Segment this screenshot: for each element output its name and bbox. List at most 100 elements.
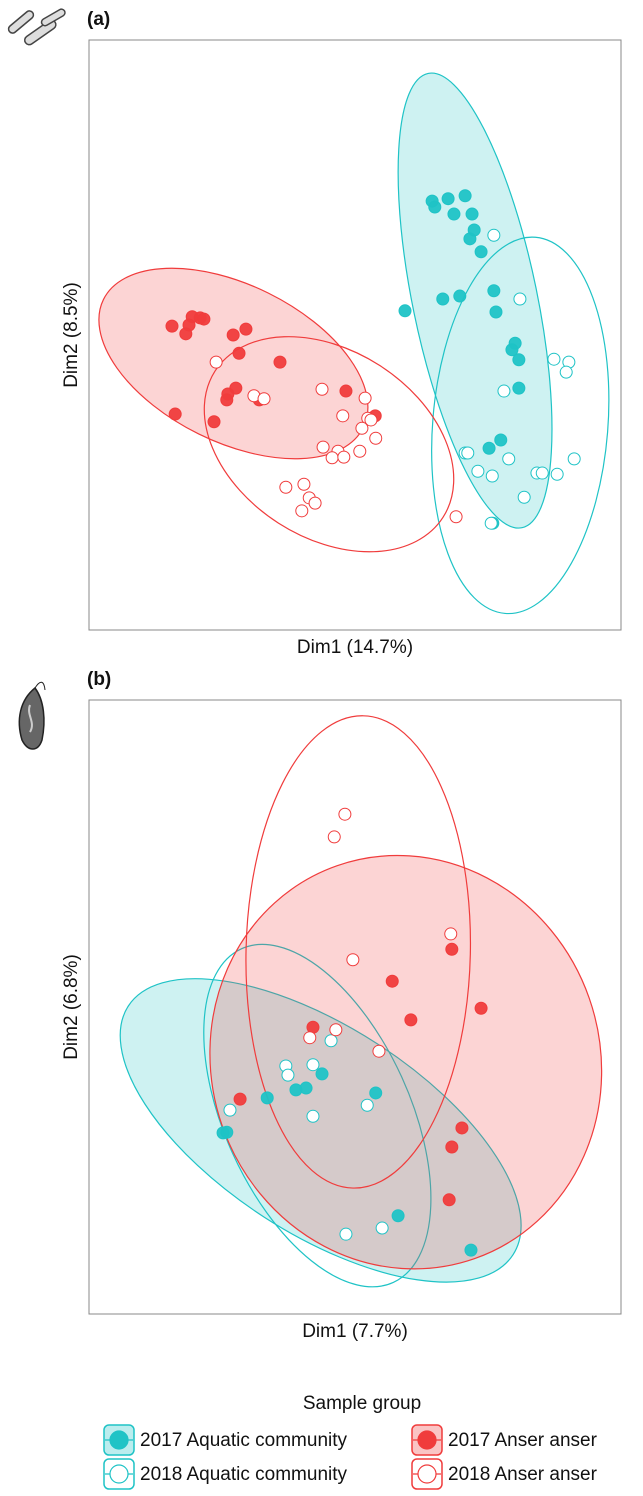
point	[166, 320, 178, 332]
point	[518, 491, 530, 503]
point	[258, 393, 270, 405]
point	[340, 1228, 352, 1240]
point	[548, 353, 560, 365]
x-axis-label: Dim1 (7.7%)	[302, 1321, 408, 1342]
panel-title: (b)	[87, 669, 111, 690]
point	[339, 808, 351, 820]
point	[450, 511, 462, 523]
point	[309, 497, 321, 509]
point	[513, 354, 525, 366]
point	[274, 356, 286, 368]
point	[227, 329, 239, 341]
point	[462, 447, 474, 459]
point	[298, 478, 310, 490]
point	[472, 465, 484, 477]
point	[296, 505, 308, 517]
point	[448, 208, 460, 220]
y-axis-label: Dim2 (8.5%)	[61, 282, 82, 388]
point	[437, 293, 449, 305]
point	[361, 1099, 373, 1111]
point	[208, 416, 220, 428]
point	[513, 382, 525, 394]
point	[483, 442, 495, 454]
point	[326, 452, 338, 464]
point	[234, 1093, 246, 1105]
point	[466, 208, 478, 220]
plot-area	[69, 61, 623, 621]
x-axis-label: Dim1 (14.7%)	[297, 637, 413, 658]
point	[180, 328, 192, 340]
point	[221, 1126, 233, 1138]
point	[465, 1244, 477, 1256]
point	[359, 392, 371, 404]
point	[498, 385, 510, 397]
point	[464, 233, 476, 245]
legend-key-point	[418, 1431, 436, 1449]
point	[261, 1092, 273, 1104]
bacteria-icon	[7, 8, 66, 47]
legend-label: 2018 Anser anser	[448, 1464, 598, 1485]
point	[300, 1082, 312, 1094]
point	[282, 1069, 294, 1081]
point	[373, 1045, 385, 1057]
point	[354, 445, 366, 457]
point	[304, 1032, 316, 1044]
legend-label: 2018 Aquatic community	[140, 1464, 348, 1485]
point	[495, 434, 507, 446]
point	[370, 1087, 382, 1099]
point	[443, 1194, 455, 1206]
point	[503, 453, 515, 465]
point	[316, 383, 328, 395]
point	[446, 1141, 458, 1153]
point	[399, 305, 411, 317]
legend-label: 2017 Aquatic community	[140, 1430, 348, 1451]
figure: (a) Dim1 (14.7%) Dim2 (8.5%) (b) Dim1 (7.7%)…	[0, 0, 643, 1491]
point	[488, 229, 500, 241]
point	[316, 1068, 328, 1080]
panel-title: (a)	[87, 9, 110, 30]
legend-key-point	[110, 1431, 128, 1449]
point	[328, 831, 340, 843]
legend-title: Sample group	[303, 1393, 421, 1414]
legend-key-point	[418, 1465, 436, 1483]
confidence-ellipse	[154, 802, 643, 1323]
legend-key-point	[110, 1465, 128, 1483]
point	[536, 467, 548, 479]
point	[307, 1059, 319, 1071]
point	[386, 975, 398, 987]
point	[445, 928, 457, 940]
point	[488, 285, 500, 297]
point	[221, 394, 233, 406]
point	[169, 408, 181, 420]
point	[325, 1035, 337, 1047]
point	[338, 451, 350, 463]
point	[337, 410, 349, 422]
point	[405, 1014, 417, 1026]
point	[392, 1210, 404, 1222]
point	[376, 1222, 388, 1234]
protist-icon	[19, 682, 45, 749]
point	[475, 246, 487, 258]
point	[317, 441, 329, 453]
legend-label: 2017 Anser anser	[448, 1430, 598, 1451]
point	[459, 190, 471, 202]
point	[442, 193, 454, 205]
point	[356, 422, 368, 434]
point	[233, 347, 245, 359]
point	[307, 1110, 319, 1122]
point	[456, 1122, 468, 1134]
point	[446, 943, 458, 955]
point	[347, 954, 359, 966]
point	[340, 385, 352, 397]
point	[240, 323, 252, 335]
point	[568, 453, 580, 465]
point	[210, 356, 222, 368]
point	[485, 517, 497, 529]
plot-area	[72, 713, 643, 1341]
y-axis-label: Dim2 (6.8%)	[61, 954, 82, 1060]
point	[486, 470, 498, 482]
point	[475, 1002, 487, 1014]
point	[330, 1024, 342, 1036]
point	[560, 366, 572, 378]
point	[551, 468, 563, 480]
